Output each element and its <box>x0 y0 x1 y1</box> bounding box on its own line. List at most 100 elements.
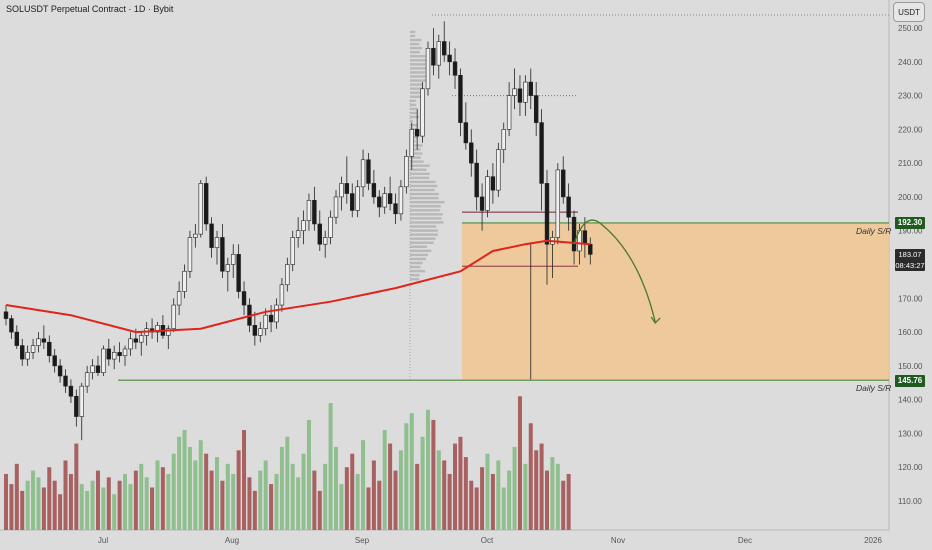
volume-bar <box>236 450 241 530</box>
volume-bar <box>68 473 73 530</box>
candle-body <box>517 88 523 103</box>
volume-profile-bar <box>410 83 423 86</box>
candle-body <box>355 186 360 211</box>
candle-body <box>41 338 47 343</box>
volume-bar <box>150 487 155 530</box>
volume-profile-bar <box>410 269 426 273</box>
candle-body <box>182 270 187 292</box>
candle-body <box>252 325 258 336</box>
x-tick-label: Aug <box>225 536 239 545</box>
volume-profile-bar <box>410 75 431 78</box>
volume-bar <box>334 446 339 530</box>
candle-body <box>241 291 247 306</box>
y-tick-label: 130.00 <box>898 429 923 438</box>
volume-bar <box>85 490 90 530</box>
candle-body <box>236 254 241 292</box>
candle-body <box>328 216 333 238</box>
volume-bar <box>209 470 214 530</box>
candle-body <box>420 88 425 137</box>
volume-profile-bar <box>410 273 420 277</box>
candle-body <box>258 328 263 336</box>
volume-profile-bar <box>410 87 423 90</box>
symbol-title[interactable]: SOLUSDT Perpetual Contract · 1D · Bybit <box>6 4 174 14</box>
projection-arrow <box>573 219 656 323</box>
candle-body <box>14 331 20 346</box>
volume-bar <box>398 450 403 530</box>
candle-body <box>166 328 171 336</box>
candle-body <box>79 385 84 417</box>
volume-bar <box>512 446 517 530</box>
volume-bar <box>242 430 247 530</box>
volume-bar <box>58 494 63 530</box>
candle-body <box>20 345 25 360</box>
candle-body <box>377 196 382 208</box>
volume-profile-bar <box>410 59 430 62</box>
candle-body <box>74 395 79 417</box>
volume-bar <box>490 473 495 530</box>
candle-body <box>539 122 544 184</box>
candle-body <box>431 47 436 66</box>
volume-profile-bar <box>410 38 422 42</box>
candle-body <box>506 95 512 130</box>
volume-bar <box>539 443 544 530</box>
candle-body <box>458 75 463 123</box>
volume-profile-bar <box>410 229 438 232</box>
currency-button[interactable]: USDT <box>893 2 925 22</box>
volume-bar <box>393 470 398 530</box>
volume-profile-bar <box>410 55 426 58</box>
volume-profile-bar <box>410 217 442 220</box>
y-tick-label: 230.00 <box>898 92 923 101</box>
volume-profile-bar <box>410 213 443 216</box>
volume-profile-bar <box>410 253 429 257</box>
candle-body <box>295 230 301 238</box>
candle-body <box>533 95 539 123</box>
volume-bar <box>371 460 376 530</box>
volume-profile-bar <box>410 196 439 200</box>
volume-bar <box>442 460 447 530</box>
candle-body <box>209 223 214 248</box>
candle-body <box>63 375 68 387</box>
candle-body <box>387 193 393 204</box>
volume-bar <box>74 443 79 530</box>
volume-bar <box>528 423 533 530</box>
x-tick-label: Nov <box>611 536 625 545</box>
volume-bar <box>409 413 414 530</box>
volume-bar <box>193 460 198 530</box>
volume-bar <box>517 396 522 530</box>
candle-body <box>485 176 490 211</box>
candle-body <box>176 291 182 306</box>
volume-bar <box>425 409 430 530</box>
x-tick-label: Sep <box>355 536 370 545</box>
candle-body <box>322 237 328 245</box>
candle-body <box>301 220 306 232</box>
volume-profile-bar <box>410 115 419 119</box>
candle-body <box>339 183 344 198</box>
y-tick-label: 140.00 <box>898 396 923 405</box>
candle-body <box>333 196 339 218</box>
volume-bar <box>41 487 46 530</box>
volume-profile-bar <box>410 184 438 188</box>
x-tick-label: Oct <box>481 536 494 545</box>
volume-profile-bar <box>410 265 421 269</box>
candle-body <box>371 183 377 198</box>
x-tick-label: Jul <box>98 536 108 545</box>
volume-bar <box>139 463 144 530</box>
volume-bar <box>214 457 219 530</box>
candle-body <box>306 200 312 221</box>
volume-profile-bar <box>410 257 426 261</box>
upper-sr-label: Daily S/R <box>856 226 892 236</box>
candle-body <box>490 176 496 191</box>
volume-profile-bar <box>410 111 418 115</box>
volume-bar <box>52 480 57 530</box>
candle-body <box>231 254 236 265</box>
volume-bar <box>290 463 295 530</box>
volume-bar <box>317 490 322 530</box>
volume-bar <box>404 423 409 530</box>
volume-bar <box>566 473 571 530</box>
volume-profile-bar <box>410 71 426 74</box>
candle-body <box>366 159 371 184</box>
candle-body <box>344 183 350 194</box>
volume-profile-bar <box>410 30 416 34</box>
